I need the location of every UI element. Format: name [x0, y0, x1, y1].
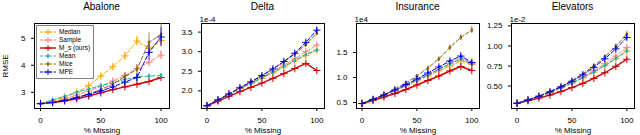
svg-text:% Missing: % Missing	[400, 126, 436, 135]
svg-text:3: 3	[21, 88, 26, 97]
svg-text:0.75: 0.75	[487, 62, 503, 71]
svg-text:100: 100	[465, 116, 479, 125]
svg-text:1.5: 1.5	[336, 48, 348, 57]
html-text:Mice: Mice	[59, 60, 73, 67]
svg-text:1.25: 1.25	[487, 21, 503, 30]
html-text:Median: Median	[59, 28, 81, 35]
html-text:Delta: Delta	[250, 1, 275, 12]
svg-text:% Missing: % Missing	[555, 126, 591, 135]
html-text:MPE: MPE	[59, 68, 74, 75]
svg-text:2.5: 2.5	[181, 67, 193, 76]
svg-text:5: 5	[21, 34, 26, 43]
svg-text:0: 0	[205, 116, 210, 125]
svg-text:3.0: 3.0	[181, 47, 193, 56]
svg-text:1e-4: 1e-4	[200, 15, 217, 24]
svg-text:% Missing: % Missing	[84, 126, 120, 135]
svg-text:50: 50	[412, 116, 421, 125]
svg-text:1e4: 1e4	[355, 15, 369, 24]
svg-text:0: 0	[38, 116, 43, 125]
html-text:Elevators: Elevators	[551, 1, 594, 12]
svg-text:0.5: 0.5	[336, 98, 348, 107]
svg-text:RMSE: RMSE	[1, 54, 10, 77]
svg-text:1e-2: 1e-2	[510, 15, 527, 24]
svg-text:% Missing: % Missing	[245, 126, 281, 135]
svg-text:3.5: 3.5	[181, 28, 193, 37]
svg-text:1.00: 1.00	[487, 42, 503, 51]
svg-text:100: 100	[620, 116, 634, 125]
html-text:Sample: Sample	[59, 36, 81, 43]
svg-text:100: 100	[154, 116, 168, 125]
svg-text:0.50: 0.50	[487, 82, 503, 91]
svg-text:0: 0	[360, 116, 365, 125]
svg-text:0: 0	[515, 116, 520, 125]
svg-text:1.0: 1.0	[336, 73, 348, 82]
svg-text:100: 100	[310, 116, 324, 125]
svg-text:50: 50	[257, 116, 266, 125]
html-text:Insurance: Insurance	[395, 1, 440, 12]
html-text:Abalone: Abalone	[83, 1, 120, 12]
svg-text:50: 50	[96, 116, 105, 125]
svg-text:4: 4	[21, 61, 26, 70]
html-text:Mean: Mean	[59, 52, 76, 59]
svg-text:2.0: 2.0	[181, 86, 193, 95]
svg-text:50: 50	[567, 116, 576, 125]
html-text:M_s (ours): M_s (ours)	[59, 44, 91, 51]
